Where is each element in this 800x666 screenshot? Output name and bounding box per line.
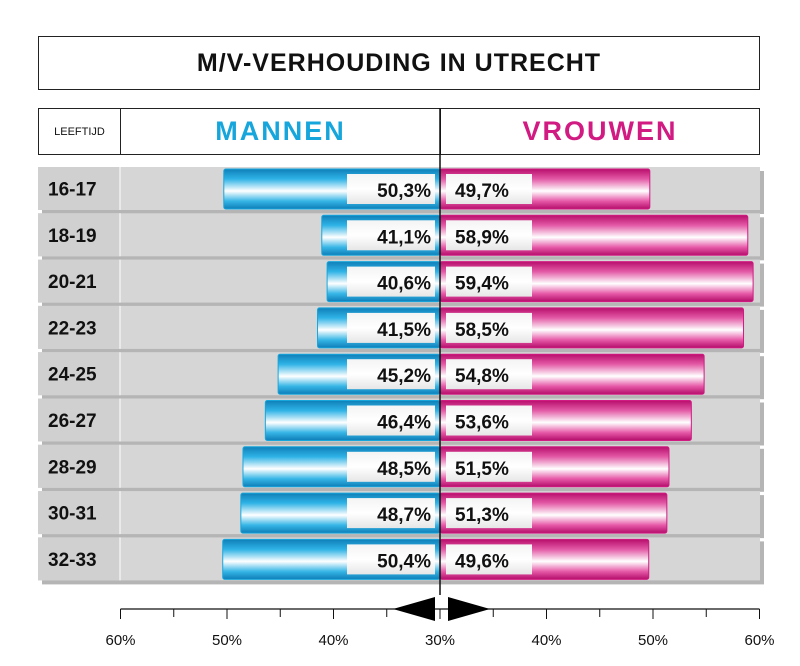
chart-title: M/V-VERHOUDING IN UTRECHT [196, 48, 602, 77]
row-32-33: 32-33 50,4% 49,6% [38, 537, 764, 585]
row-24-25: 24-25 45,2% 54,8% [38, 352, 764, 400]
age-cell [38, 352, 120, 396]
row-28-29: 28-29 48,5% 51,5% [38, 444, 764, 492]
row-20-21: 20-21 40,6% 59,4% [38, 259, 764, 307]
row-26-27: 26-27 46,4% 53,6% [38, 398, 764, 446]
x-tick-label: 40% [318, 632, 348, 649]
men-value-bg [347, 174, 435, 204]
women-value-bg [446, 451, 532, 482]
x-tick-label: 60% [744, 632, 774, 649]
women-value-label: 59,4% [455, 274, 509, 295]
women-value-bg [446, 266, 532, 297]
women-column-header: VROUWEN [522, 116, 678, 146]
men-value-bg [347, 266, 435, 297]
men-value-bg [347, 498, 435, 529]
women-value-bg [446, 174, 532, 204]
age-cell [38, 491, 120, 535]
women-value-label: 49,6% [455, 551, 509, 572]
men-value-label: 46,4% [377, 413, 431, 434]
women-value-label: 53,6% [455, 413, 509, 434]
age-label: 30-31 [48, 504, 97, 525]
chart-title-box: M/V-VERHOUDING IN UTRECHT [38, 36, 760, 90]
x-tick-label: 50% [212, 632, 242, 649]
women-value-bg [446, 220, 532, 251]
x-tick-label: 60% [105, 632, 135, 649]
women-value-label: 58,5% [455, 320, 509, 341]
women-value-bg [446, 544, 532, 575]
age-label: 18-19 [48, 226, 97, 247]
age-cell [38, 444, 120, 488]
x-tick-label: 30% [425, 632, 455, 649]
women-value-bg [446, 359, 532, 390]
women-value-label: 49,7% [455, 181, 509, 202]
men-value-label: 45,2% [377, 366, 431, 387]
age-label: 22-23 [48, 318, 97, 339]
men-value-bg [347, 544, 435, 575]
age-cell [38, 213, 120, 257]
men-value-bg [347, 359, 435, 390]
age-cell [38, 537, 120, 581]
arrow-right-icon [448, 597, 490, 621]
x-tick-label: 40% [531, 632, 561, 649]
women-value-label: 54,8% [455, 366, 509, 387]
men-value-label: 48,7% [377, 505, 431, 526]
age-label: 26-27 [48, 411, 97, 432]
row-16-17: 16-17 50,3% 49,7% [38, 167, 764, 214]
women-value-label: 58,9% [455, 227, 509, 248]
men-value-label: 41,5% [377, 320, 431, 341]
age-label: 24-25 [48, 365, 97, 386]
arrow-left-icon [393, 597, 435, 621]
men-value-label: 48,5% [377, 459, 431, 480]
age-label: 32-33 [48, 550, 97, 571]
row-22-23: 22-23 41,5% 58,5% [38, 305, 764, 353]
men-value-label: 50,4% [377, 551, 431, 572]
men-value-label: 41,1% [377, 227, 431, 248]
men-value-bg [347, 451, 435, 482]
women-value-bg [446, 312, 532, 343]
age-cell [38, 398, 120, 442]
women-value-label: 51,5% [455, 459, 509, 480]
men-value-bg [347, 220, 435, 251]
header-row: LEEFTIJD MANNEN VROUWEN [38, 108, 760, 155]
row-30-31: 30-31 48,7% 51,3% [38, 491, 764, 539]
men-value-label: 50,3% [377, 181, 431, 202]
men-value-label: 40,6% [377, 274, 431, 295]
women-value-bg [446, 498, 532, 529]
women-value-bg [446, 405, 532, 436]
men-value-bg [347, 405, 435, 436]
row-18-19: 18-19 41,1% 58,9% [38, 213, 764, 261]
age-column-header: LEEFTIJD [39, 109, 121, 154]
age-label: 16-17 [48, 180, 97, 201]
women-value-label: 51,3% [455, 505, 509, 526]
age-cell [38, 259, 120, 303]
age-label: 20-21 [48, 272, 97, 293]
x-tick-label: 50% [638, 632, 668, 649]
age-cell [38, 305, 120, 349]
men-value-bg [347, 312, 435, 343]
age-label: 28-29 [48, 457, 97, 478]
age-cell [38, 167, 120, 210]
